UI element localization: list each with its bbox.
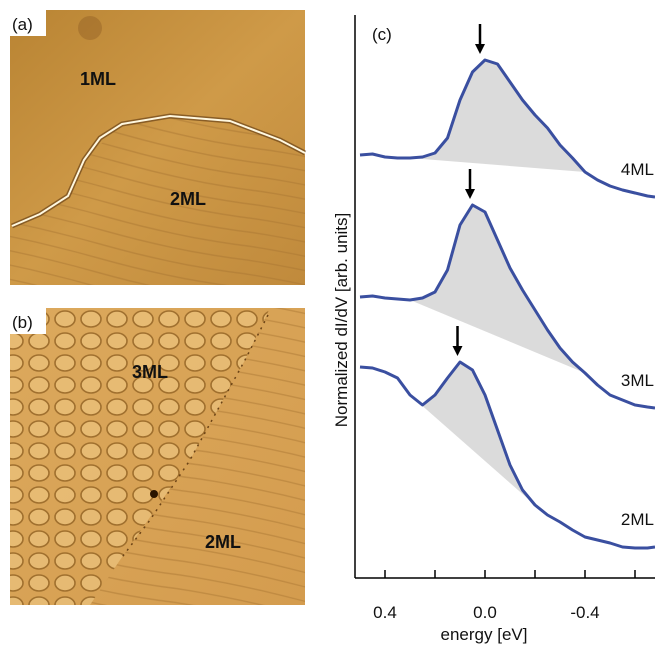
stm-image-a: (a) 1ML 2ML <box>10 10 307 285</box>
peak-arrow <box>465 169 475 199</box>
region-label: 3ML <box>132 362 168 382</box>
arrow-part <box>475 44 485 54</box>
region-label: 1ML <box>80 69 116 89</box>
shaded-area <box>410 60 585 172</box>
shaded-area <box>410 362 535 505</box>
region-label: 2ML <box>170 189 206 209</box>
peak-arrow <box>475 24 485 54</box>
y-axis-label: Normalized dI/dV [arb. units] <box>332 213 351 427</box>
spectrum-line <box>359 203 655 410</box>
x-tick-label: 0.4 <box>373 603 397 622</box>
panel-label: (a) <box>12 15 33 34</box>
shaded-area <box>410 205 585 373</box>
arrow-part <box>465 189 475 199</box>
x-tick-label: -0.4 <box>570 603 599 622</box>
panel-label: (b) <box>12 313 33 332</box>
region-label: 2ML <box>205 532 241 552</box>
peak-arrow <box>452 326 463 356</box>
stm-image-b: (b) 3ML 2ML <box>10 308 305 605</box>
spectrum-line <box>359 360 655 550</box>
spectrum-line <box>359 58 655 199</box>
series-label: 2ML <box>621 510 654 529</box>
panel-label: (c) <box>372 25 392 44</box>
arrow-part <box>452 346 463 356</box>
x-axis-label: energy [eV] <box>441 625 528 644</box>
series-label: 4ML <box>621 160 654 179</box>
series-label: 3ML <box>621 371 654 390</box>
x-tick-label: 0.0 <box>473 603 497 622</box>
